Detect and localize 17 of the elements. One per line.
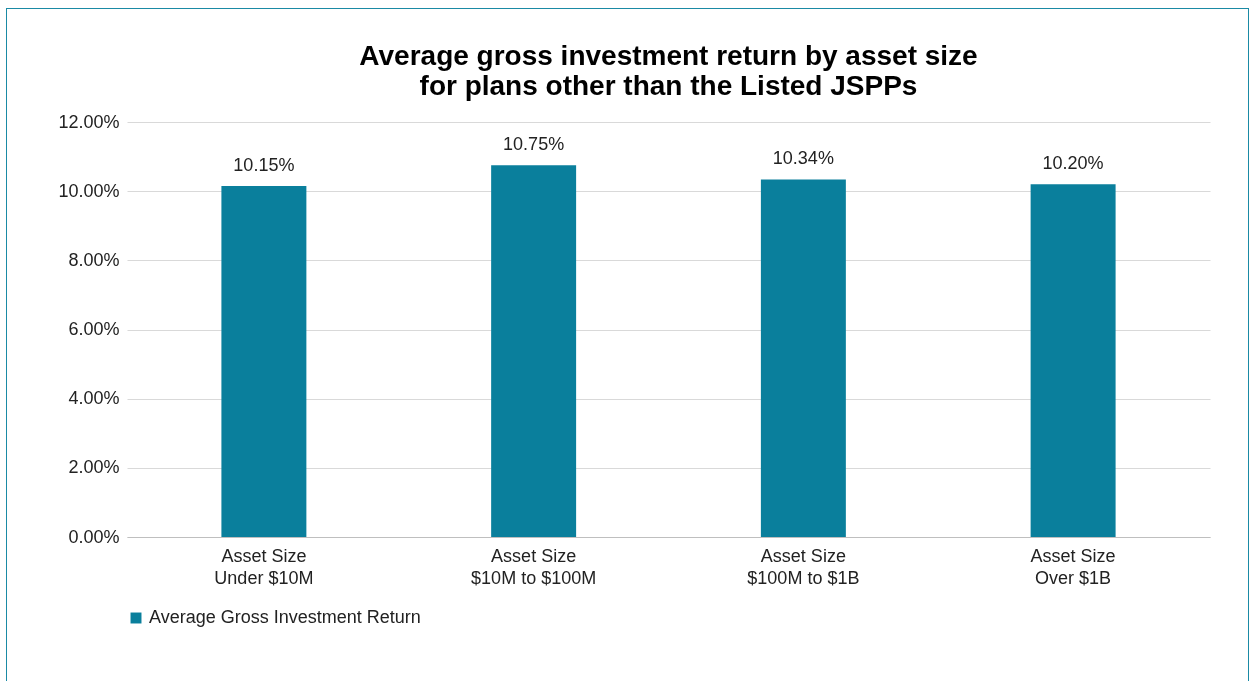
legend-label: Average Gross Investment Return [149, 607, 421, 627]
y-tick-label: 8.00% [68, 249, 120, 270]
data-label: 10.75% [503, 134, 565, 155]
x-tick-label: Asset Size Under $10M [214, 545, 314, 588]
x-tick-label: Asset Size Over $1B [1030, 545, 1116, 588]
data-label: 10.20% [1042, 153, 1104, 174]
data-label: 10.15% [233, 154, 295, 175]
y-tick-label: 12.00% [58, 111, 120, 132]
y-tick-label: 10.00% [58, 180, 120, 201]
chart-title: Average gross investment return by asset size for plans other than the Listed JSPPs [359, 40, 978, 101]
y-tick-label: 2.00% [68, 457, 120, 478]
x-tick-label: Asset Size $100M to $1B [747, 545, 860, 588]
y-tick-label: 0.00% [68, 526, 120, 547]
data-label: 10.34% [772, 148, 834, 169]
y-tick-label: 6.00% [68, 319, 120, 339]
y-tick-label: 4.00% [68, 388, 120, 409]
x-tick-label: Asset Size $10M to $100M [471, 545, 597, 588]
